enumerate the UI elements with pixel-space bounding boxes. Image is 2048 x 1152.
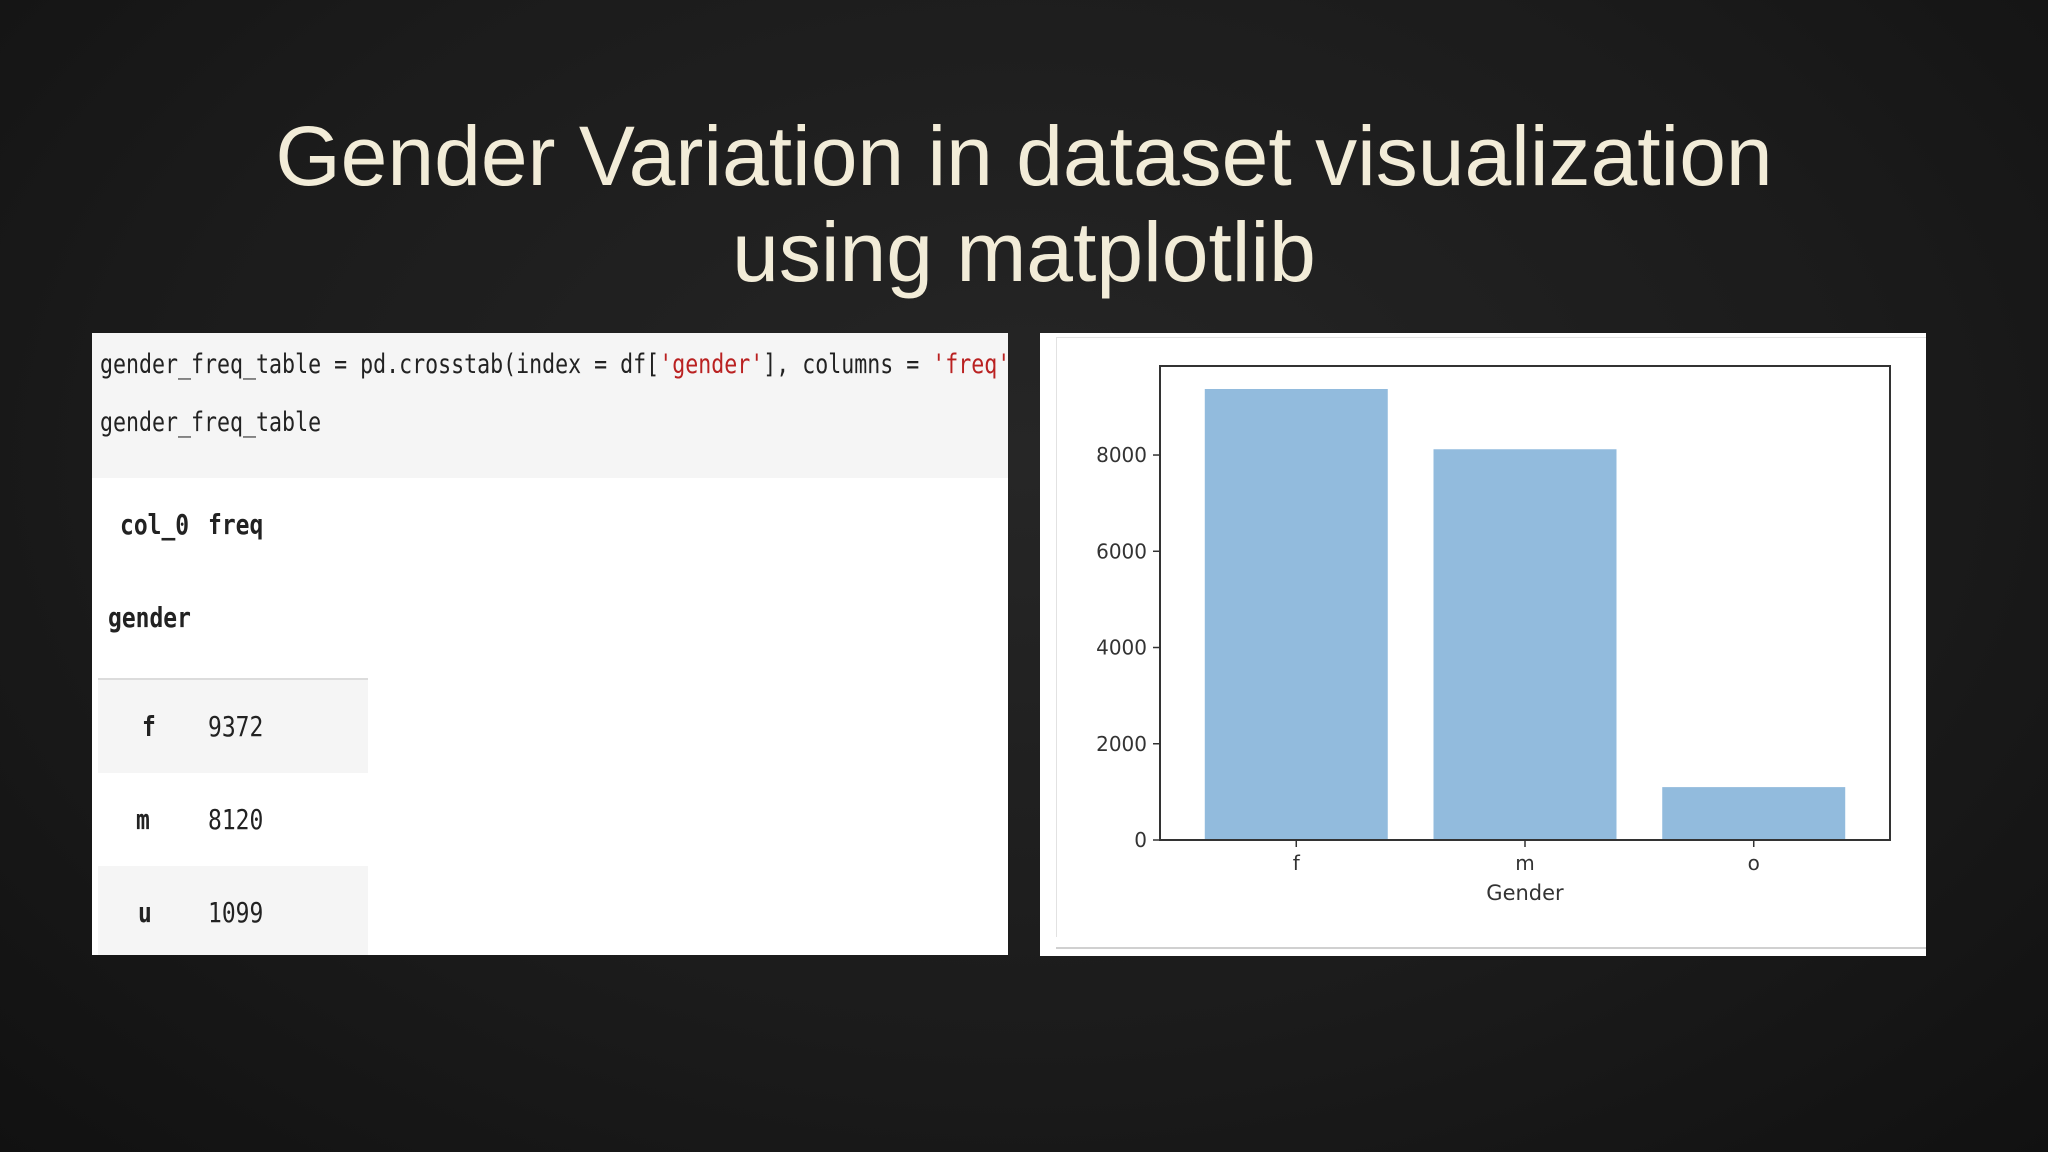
bars-layer bbox=[1204, 389, 1846, 840]
x-tick-label: f bbox=[1293, 851, 1301, 875]
slide-title: Gender Variation in dataset visualizatio… bbox=[0, 108, 2048, 300]
slide-title-line-2: using matplotlib bbox=[732, 205, 1316, 299]
gender-bar-chart: f m o 0 2000 4000 6000 8000 Gender bbox=[1096, 365, 1891, 905]
y-tick-label: 8000 bbox=[1096, 443, 1147, 467]
x-tick-label: o bbox=[1748, 851, 1760, 875]
output-frame-bottom bbox=[1056, 947, 1926, 949]
column-header-freq: freq bbox=[208, 508, 264, 541]
code-string: 'freq' bbox=[932, 349, 1008, 380]
row-index: f bbox=[142, 710, 156, 743]
x-tick-label: m bbox=[1515, 851, 1534, 875]
y-tick-label: 0 bbox=[1134, 828, 1147, 852]
bar-o bbox=[1662, 787, 1846, 840]
code-cell[interactable]: gender_freq_table = pd.crosstab(index = … bbox=[92, 333, 1008, 478]
row-value: 9372 bbox=[208, 710, 264, 743]
table-header-row: col_0 freq bbox=[98, 478, 368, 571]
y-tick-label: 4000 bbox=[1096, 636, 1147, 660]
bar-f bbox=[1204, 389, 1388, 840]
row-value: 8120 bbox=[208, 803, 264, 836]
table-row: f 9372 bbox=[98, 680, 368, 773]
chart-panel: f m o 0 2000 4000 6000 8000 Gender bbox=[1040, 333, 1926, 956]
x-axis-label: Gender bbox=[1486, 881, 1564, 905]
code-string: 'gender' bbox=[659, 349, 764, 380]
table-row: u 1099 bbox=[98, 866, 368, 955]
code-line-1: gender_freq_table = pd.crosstab(index = … bbox=[100, 349, 1008, 380]
bar-m bbox=[1433, 449, 1617, 840]
row-index: u bbox=[138, 896, 152, 929]
code-text: gender_freq_table = pd.crosstab(index = … bbox=[100, 349, 660, 380]
columns-label: col_0 bbox=[120, 508, 190, 541]
table-header-divider bbox=[98, 678, 368, 680]
code-text: ], columns = bbox=[763, 349, 933, 380]
y-tick-label: 2000 bbox=[1096, 732, 1147, 756]
code-line-2: gender_freq_table bbox=[100, 407, 322, 438]
row-value: 1099 bbox=[208, 896, 264, 929]
ticks-layer: f m o 0 2000 4000 6000 8000 bbox=[1096, 443, 1760, 875]
y-tick-label: 6000 bbox=[1096, 539, 1147, 563]
row-index: m bbox=[136, 803, 150, 836]
notebook-code-panel: gender_freq_table = pd.crosstab(index = … bbox=[92, 333, 1008, 955]
slide-title-line-1: Gender Variation in dataset visualizatio… bbox=[275, 109, 1773, 203]
output-frame-left bbox=[1056, 337, 1057, 937]
output-frame-top bbox=[1056, 337, 1926, 338]
table-index-name-row: gender bbox=[98, 571, 368, 664]
table-row: m 8120 bbox=[98, 773, 368, 866]
index-name: gender bbox=[108, 601, 191, 634]
